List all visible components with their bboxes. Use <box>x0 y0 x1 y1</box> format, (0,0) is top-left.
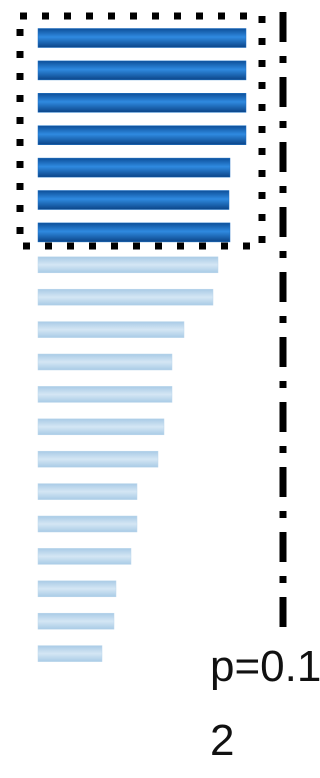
chart <box>16 12 287 662</box>
annotation: p=0.12 <box>210 642 320 765</box>
bar <box>37 222 231 243</box>
bar <box>37 483 138 500</box>
page: {"chart_data": {"type": "bar", "values":… <box>16 12 320 765</box>
bar <box>37 353 173 371</box>
bar <box>37 321 185 338</box>
bars <box>37 28 247 662</box>
bar <box>37 288 214 306</box>
bar <box>37 450 159 468</box>
bar <box>37 645 103 662</box>
bar <box>37 612 115 630</box>
highlight-box <box>16 12 266 250</box>
bar <box>37 93 247 113</box>
bar <box>37 418 165 436</box>
bar <box>37 157 231 178</box>
bar <box>37 580 117 598</box>
bar <box>37 28 247 48</box>
bar <box>37 386 173 403</box>
bar <box>37 125 247 145</box>
bar <box>37 60 247 81</box>
bar <box>37 190 230 210</box>
bar <box>37 256 219 274</box>
bar <box>37 515 138 533</box>
bar <box>37 548 132 565</box>
